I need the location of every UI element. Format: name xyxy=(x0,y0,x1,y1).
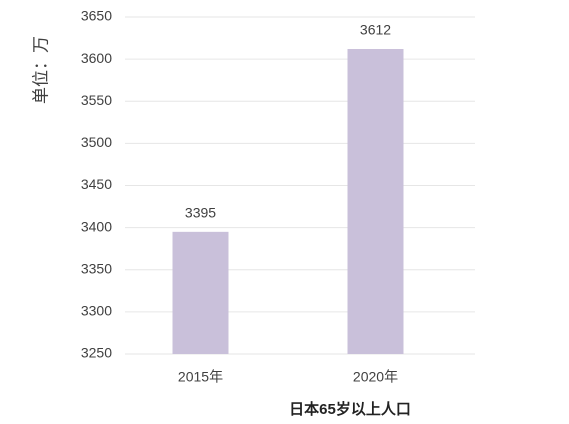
y-tick-label: 3600 xyxy=(81,50,112,66)
y-tick-label: 3250 xyxy=(81,345,112,361)
y-tick-label: 3450 xyxy=(81,176,112,192)
y-axis-label: 单位：万 xyxy=(31,36,50,104)
chart-title: 日本65岁以上人口 xyxy=(289,400,411,418)
y-tick-label: 3650 xyxy=(81,8,112,24)
y-tick-label: 3400 xyxy=(81,218,112,234)
bar xyxy=(172,231,229,354)
y-tick-label: 3300 xyxy=(81,303,112,319)
x-tick-label: 2015年 xyxy=(178,369,223,385)
x-tick-label: 2020年 xyxy=(353,369,398,385)
y-tick-label: 3500 xyxy=(81,134,112,150)
value-label: 3612 xyxy=(360,22,391,38)
y-tick-label: 3550 xyxy=(81,92,112,108)
bar xyxy=(347,49,404,354)
value-label: 3395 xyxy=(185,205,216,221)
y-tick-label: 3350 xyxy=(81,260,112,276)
